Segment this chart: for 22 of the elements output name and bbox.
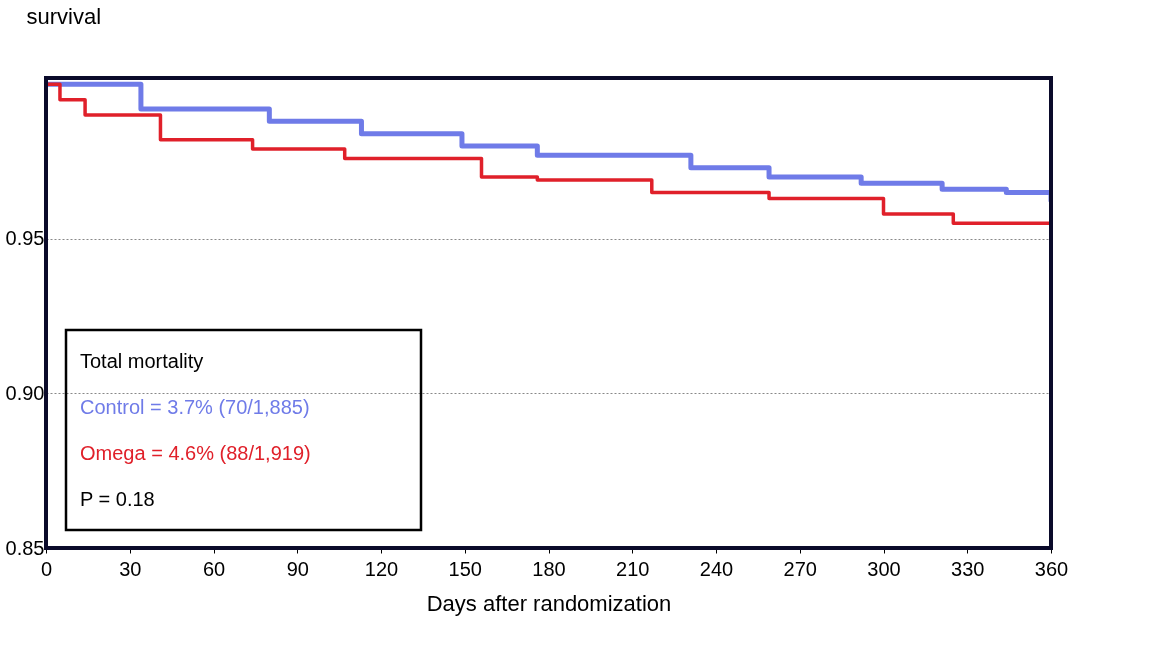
x-tick-label: 210 (616, 557, 650, 580)
legend-title: Total mortality (80, 350, 204, 372)
y-tick-label: 0.95 (5, 227, 45, 250)
y-tick-label: 0.90 (5, 381, 45, 404)
x-tick-label: 150 (448, 557, 482, 580)
x-tick-label: 60 (202, 557, 226, 580)
text: Control = 3.7% (70/1,885) (80, 396, 310, 418)
y-tick-label: 0.85 (5, 536, 45, 559)
x-tick-label: 0 (40, 557, 53, 580)
text: Omega = 4.6% (88/1,919) (80, 442, 311, 464)
annotation: P = 0.18 (80, 488, 155, 510)
x-tick-label: 90 (286, 557, 309, 580)
x-tick-label: 180 (532, 557, 566, 580)
x-tick-label: 120 (364, 557, 399, 580)
x-tick-label: 30 (119, 557, 142, 580)
x-axis-title: Days after randomization (426, 590, 672, 616)
x-tick-label: 270 (783, 557, 817, 580)
x-tick-label: 300 (867, 557, 901, 580)
x-tick-label: 330 (951, 557, 985, 580)
y-axis-title: survival (26, 3, 102, 29)
x-tick-label: 240 (699, 557, 734, 580)
x-tick-label: 360 (1034, 557, 1069, 580)
